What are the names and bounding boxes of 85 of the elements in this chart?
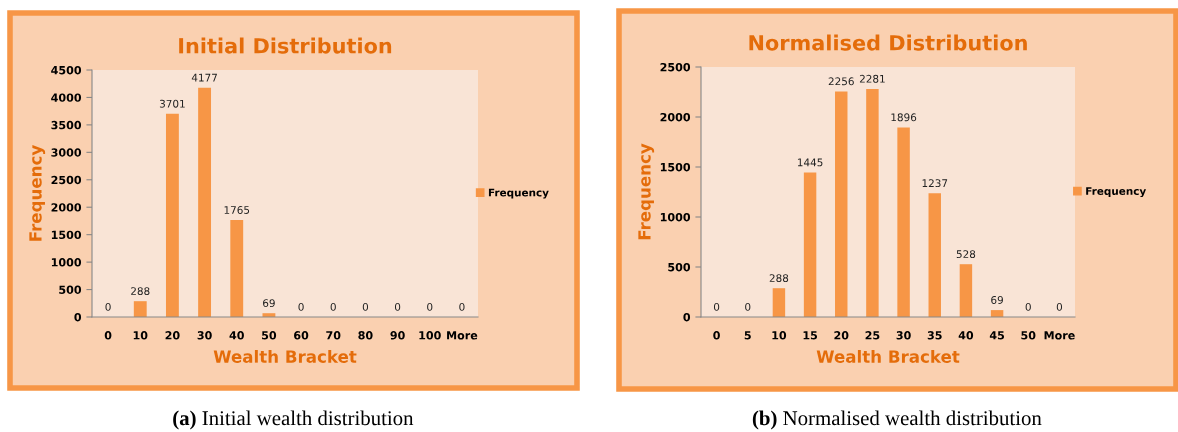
text: (a) Initial wealth distribution <box>173 410 414 430</box>
data-label: 0 <box>394 302 401 311</box>
x-tick-label: 90 <box>390 331 405 340</box>
x-tick-label: 50 <box>262 331 277 340</box>
x-tick-label: 10 <box>133 331 148 340</box>
x-tick-label: 15 <box>803 331 818 340</box>
bar <box>133 301 147 317</box>
chart-title: Initial Distribution <box>179 37 392 54</box>
bar <box>928 193 941 317</box>
data-label: 1237 <box>922 179 948 188</box>
data-label: 0 <box>105 302 111 311</box>
data-label: 0 <box>362 302 369 311</box>
bar <box>230 220 244 317</box>
bar <box>803 172 817 317</box>
data-label: 4177 <box>191 73 217 82</box>
legend-label: Frequency <box>1086 187 1147 198</box>
x-tick-label: 100 <box>419 331 441 340</box>
bar <box>772 288 786 317</box>
y-tick-label: 2500 <box>660 62 691 72</box>
y-tick-label: 0 <box>683 312 691 322</box>
x-tick-label: 40 <box>229 331 244 340</box>
y-tick-label: 500 <box>59 285 82 294</box>
y-tick-label: 1000 <box>51 258 82 267</box>
bar <box>165 113 179 317</box>
x-tick-label: 80 <box>358 331 373 340</box>
x-tick-label: 30 <box>896 331 911 340</box>
y-tick-label: 2500 <box>51 175 82 185</box>
data-label: 0 <box>1056 302 1063 311</box>
y-tick-label: 500 <box>668 262 691 272</box>
data-label: 528 <box>956 250 976 259</box>
bar <box>198 87 212 317</box>
x-axis-title: Wealth Bracket <box>213 349 357 363</box>
y-tick-label: 3000 <box>51 148 82 157</box>
data-label: 2281 <box>859 74 885 83</box>
y-tick-label: 4500 <box>51 65 82 75</box>
data-label: 0 <box>713 302 720 311</box>
data-label: 2256 <box>828 77 854 86</box>
y-tick-label: 2000 <box>660 112 691 122</box>
bar <box>866 88 879 317</box>
x-tick-label: 70 <box>326 331 341 340</box>
x-tick-label: More <box>447 331 478 340</box>
bar <box>959 264 973 317</box>
x-tick-label: 0 <box>104 331 112 340</box>
y-axis-title: Frequency <box>638 143 655 240</box>
data-label: 69 <box>263 299 275 308</box>
data-label: 1445 <box>797 158 823 167</box>
y-tick-label: 0 <box>74 312 82 322</box>
y-tick-label: 1500 <box>660 162 691 172</box>
x-tick-label: 20 <box>834 331 849 340</box>
x-tick-label: More <box>1044 331 1075 340</box>
x-tick-label: 60 <box>294 331 309 340</box>
bar <box>835 91 848 317</box>
data-label: 69 <box>991 296 1003 304</box>
x-tick-label: 10 <box>772 331 787 340</box>
x-tick-label: 50 <box>1021 331 1036 340</box>
x-axis-title: Wealth Bracket <box>816 349 960 363</box>
x-tick-label: 20 <box>165 331 180 340</box>
data-label: 0 <box>745 302 751 311</box>
data-label: 0 <box>298 302 304 311</box>
y-tick-label: 1500 <box>51 230 82 240</box>
bar <box>897 127 910 317</box>
legend-label: Frequency <box>488 188 549 199</box>
chart-title: Normalised Distribution <box>749 34 1027 51</box>
y-tick-label: 2000 <box>51 203 82 212</box>
data-label: 288 <box>131 287 150 296</box>
x-tick-label: 0 <box>713 331 720 340</box>
data-label: 0 <box>1025 302 1031 311</box>
data-label: 3701 <box>159 99 185 108</box>
x-tick-label: 35 <box>927 331 942 340</box>
data-label: 0 <box>459 302 465 311</box>
data-label: 288 <box>769 274 789 283</box>
x-tick-label: 5 <box>744 331 751 340</box>
y-tick-label: 1000 <box>660 212 691 222</box>
x-tick-label: 40 <box>958 331 974 340</box>
y-axis-title: Frequency <box>29 145 46 241</box>
y-tick-label: 3500 <box>51 120 82 130</box>
data-label: 0 <box>427 302 433 311</box>
y-tick-label: 4000 <box>51 93 82 102</box>
x-tick-label: 25 <box>865 331 880 340</box>
x-tick-label: 45 <box>989 331 1005 340</box>
data-label: 1765 <box>224 206 250 214</box>
x-tick-label: 30 <box>197 331 212 340</box>
data-label: 1896 <box>891 113 917 122</box>
data-label: 0 <box>330 302 336 311</box>
text: (b) Normalised wealth distribution <box>752 410 1042 430</box>
